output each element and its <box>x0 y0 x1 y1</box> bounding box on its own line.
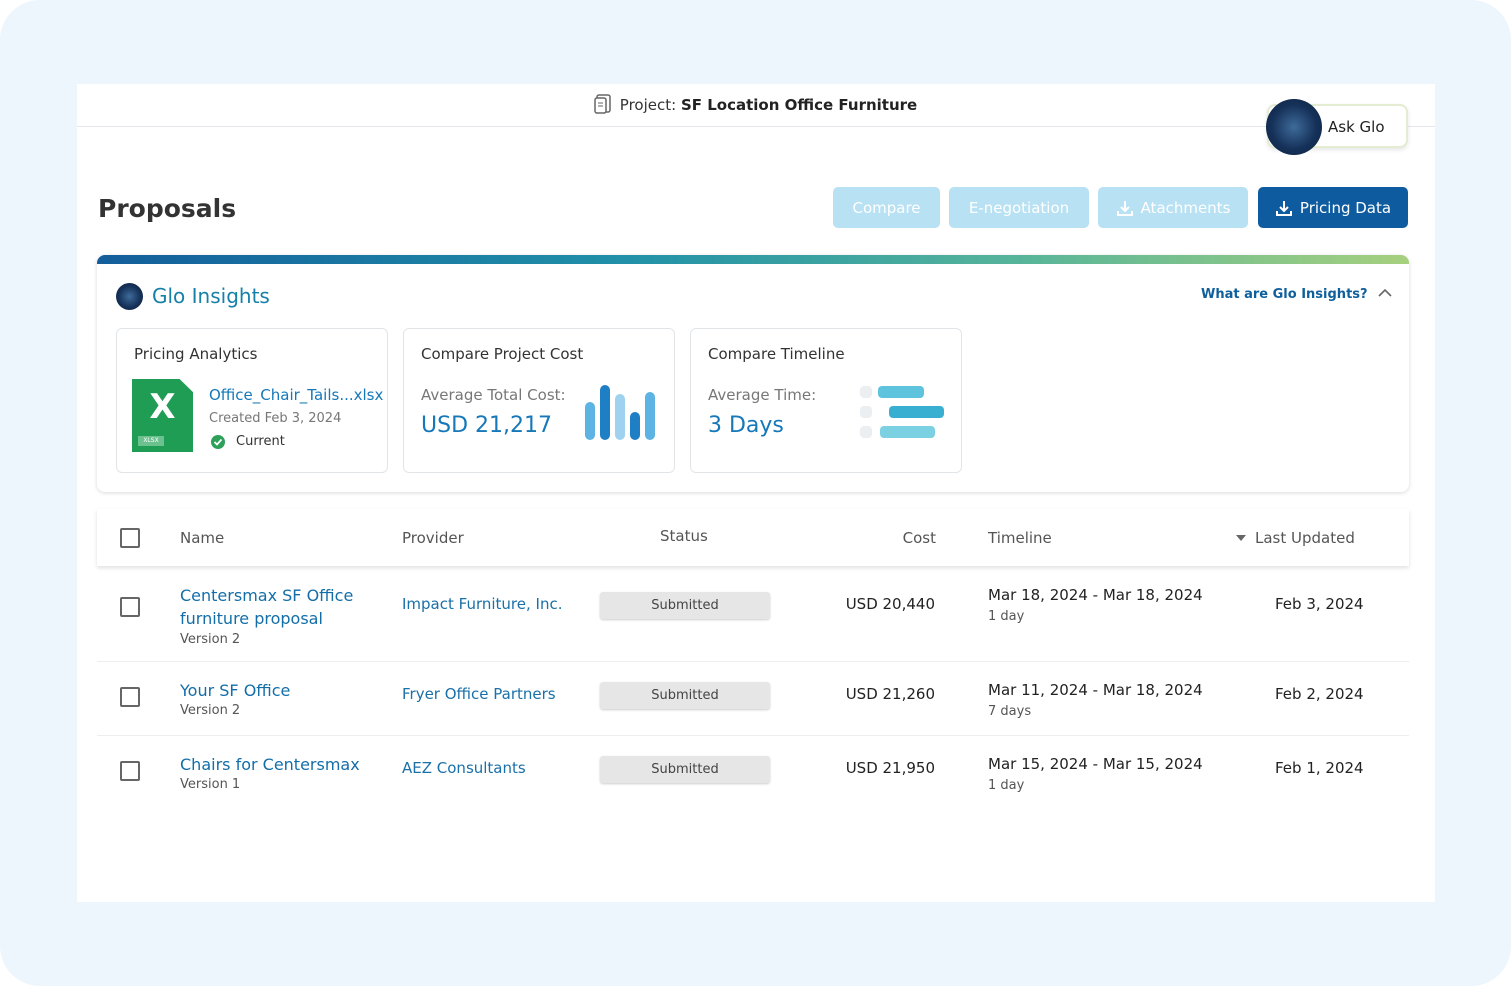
version: Version 2 <box>180 632 241 647</box>
row-checkbox[interactable] <box>120 597 140 617</box>
status-pill: Submitted <box>600 682 770 709</box>
pricing-card[interactable]: Pricing Analytics X XLSX Office_Chair_Ta… <box>116 328 388 473</box>
collapse-icon[interactable] <box>1378 288 1392 298</box>
cost-card[interactable]: Compare Project Cost Average Total Cost:… <box>403 328 675 473</box>
proposal-name[interactable]: Centersmax SF Office furniture proposal <box>180 586 354 628</box>
glo-insights: Glo Insights What are Glo Insights? Pric… <box>97 255 1409 492</box>
provider[interactable]: Fryer Office Partners <box>402 685 556 703</box>
help-link[interactable]: What are Glo Insights? <box>1201 287 1368 302</box>
gradient-bar <box>97 255 1409 264</box>
column-header[interactable]: Name <box>180 529 225 547</box>
last-updated: Feb 2, 2024 <box>1275 685 1364 703</box>
sort-icon <box>1236 535 1246 541</box>
row-divider <box>97 661 1409 662</box>
time-value: 3 Days <box>708 413 784 438</box>
time-label: Average Time: <box>708 386 817 404</box>
timeline: Mar 15, 2024 - Mar 15, 2024 <box>988 755 1203 773</box>
column-header[interactable]: Timeline <box>988 529 1052 547</box>
file-status: Current <box>236 434 285 449</box>
cost-value: USD 21,217 <box>421 413 552 438</box>
row-checkbox[interactable] <box>120 761 140 781</box>
duration: 1 day <box>988 609 1025 624</box>
timeline-card[interactable]: Compare Timeline Average Time: 3 Days <box>690 328 962 473</box>
version: Version 2 <box>180 703 241 718</box>
file-type: XLSX <box>138 436 164 446</box>
proposal-name[interactable]: Chairs for Centersmax <box>180 755 360 774</box>
cost: USD 20,440 <box>845 595 935 613</box>
duration: 7 days <box>988 704 1032 719</box>
header-divider <box>77 126 1435 127</box>
icon-letter: X <box>149 387 176 427</box>
button-label: Atachments <box>1140 198 1231 217</box>
select-all-checkbox[interactable] <box>120 528 140 548</box>
glo-orb <box>1266 99 1322 155</box>
project-header: Project: SF Location Office Furniture <box>0 94 1511 114</box>
last-updated: Feb 3, 2024 <box>1275 595 1364 613</box>
table-header: Name Provider Status Cost Timeline Last … <box>97 509 1409 566</box>
button-label: Compare <box>852 198 921 217</box>
timeline: Mar 18, 2024 - Mar 18, 2024 <box>988 586 1203 604</box>
cost-label: Average Total Cost: <box>421 386 566 404</box>
cost: USD 21,950 <box>845 759 935 777</box>
file-name[interactable]: Office_Chair_Tails...xlsx <box>209 386 384 404</box>
version: Version 1 <box>180 777 241 792</box>
download-icon <box>1275 200 1292 216</box>
column-header[interactable]: Cost <box>902 529 936 547</box>
project-label: Project: <box>619 96 677 114</box>
card-title: Compare Project Cost <box>421 345 584 363</box>
status-pill: Submitted <box>600 592 770 619</box>
provider[interactable]: Impact Furniture, Inc. <box>402 595 563 613</box>
download-icon <box>1116 200 1133 216</box>
attachments-button[interactable]: Atachments <box>1098 187 1248 228</box>
excel-icon: X XLSX <box>132 379 193 452</box>
bar-icon <box>585 385 655 440</box>
column-header[interactable]: Provider <box>402 529 464 547</box>
button-label: E-negotiation <box>968 198 1070 217</box>
card-title: Compare Timeline <box>708 345 845 363</box>
gantt-icon <box>860 386 944 438</box>
document-icon <box>594 94 611 114</box>
project-name: SF Location Office Furniture <box>680 96 918 114</box>
status-pill: Submitted <box>600 756 770 783</box>
row-checkbox[interactable] <box>120 687 140 707</box>
page-title: Proposals <box>98 194 237 223</box>
card-title: Pricing Analytics <box>134 345 258 363</box>
duration: 1 day <box>988 778 1025 793</box>
timeline: Mar 11, 2024 - Mar 18, 2024 <box>988 681 1203 699</box>
check-icon <box>211 435 225 449</box>
ask-glo-label: Ask Glo <box>1328 118 1385 136</box>
insights-title: Glo Insights <box>152 284 270 308</box>
pricing-data-button[interactable]: Pricing Data <box>1258 187 1408 228</box>
row-divider <box>97 735 1409 736</box>
e-negotiation-button[interactable]: E-negotiation <box>949 187 1089 228</box>
provider[interactable]: AEZ Consultants <box>402 759 526 777</box>
last-updated: Feb 1, 2024 <box>1275 759 1364 777</box>
glo-orb <box>116 283 143 310</box>
column-header[interactable]: Last Updated <box>1255 529 1355 547</box>
cost: USD 21,260 <box>845 685 935 703</box>
compare-button[interactable]: Compare <box>833 187 940 228</box>
column-header[interactable]: Status <box>660 527 708 545</box>
button-label: Pricing Data <box>1299 198 1392 217</box>
created-date: Created Feb 3, 2024 <box>209 411 342 426</box>
proposal-name[interactable]: Your SF Office <box>180 681 291 700</box>
